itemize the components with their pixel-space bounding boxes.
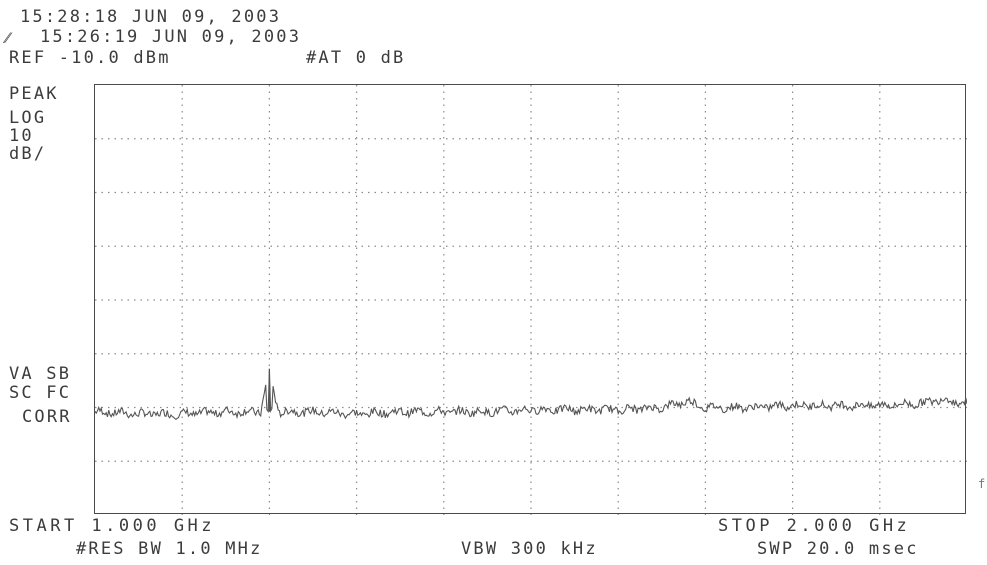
timestamp-trace: 15:26:19 JUN 09, 2003 [40, 27, 302, 47]
spectrum-plot [95, 85, 967, 515]
attenuation: #AT 0 dB [306, 48, 406, 68]
start-frequency: START 1.000 GHz [9, 516, 216, 536]
stop-frequency: STOP 2.000 GHz [718, 516, 911, 536]
edge-mark: f [978, 477, 986, 491]
correction-label: CORR [22, 407, 72, 427]
scale-unit-label: dB/ [9, 144, 47, 164]
sweep-time: SWP 20.0 msec [757, 539, 919, 559]
graticule [95, 85, 967, 515]
scale-value-label: 10 [9, 126, 34, 146]
detector-label: PEAK [9, 84, 59, 104]
timestamp-current: 15:28:18 JUN 09, 2003 [20, 7, 282, 27]
ref-level: REF -10.0 dBm [9, 48, 171, 68]
spectrum-trace [95, 368, 967, 420]
trace-mode-2: SC FC [9, 383, 72, 403]
video-bandwidth: VBW 300 kHz [461, 539, 598, 559]
scale-type-label: LOG [9, 108, 47, 128]
resolution-bandwidth: #RES BW 1.0 MHz [76, 539, 263, 559]
trace-layer [95, 368, 967, 420]
trace-mode-1: VA SB [9, 364, 72, 384]
analyzer-display [94, 84, 967, 515]
